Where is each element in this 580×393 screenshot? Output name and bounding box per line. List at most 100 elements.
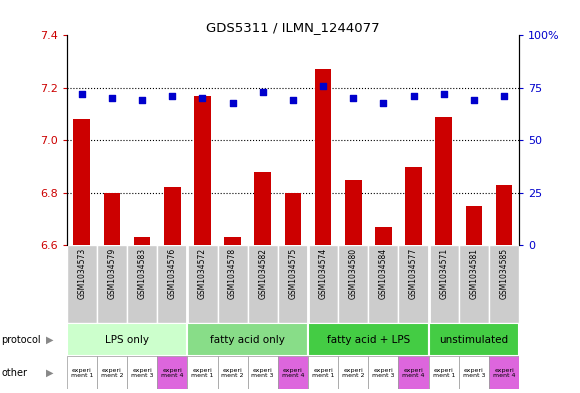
Text: GSM1034580: GSM1034580 xyxy=(349,248,358,299)
Text: experi
ment 1: experi ment 1 xyxy=(433,367,455,378)
Text: GSM1034582: GSM1034582 xyxy=(258,248,267,299)
Text: experi
ment 4: experi ment 4 xyxy=(282,367,304,378)
Bar xyxy=(405,167,422,245)
FancyBboxPatch shape xyxy=(67,245,97,323)
Bar xyxy=(255,172,271,245)
Point xyxy=(228,99,237,106)
Text: LPS only: LPS only xyxy=(105,334,149,345)
Bar xyxy=(224,237,241,245)
Point xyxy=(379,99,388,106)
Bar xyxy=(496,185,512,245)
FancyBboxPatch shape xyxy=(127,356,157,389)
Text: experi
ment 4: experi ment 4 xyxy=(493,367,515,378)
Point xyxy=(469,97,478,104)
Text: GSM1034584: GSM1034584 xyxy=(379,248,388,299)
FancyBboxPatch shape xyxy=(67,356,97,389)
FancyBboxPatch shape xyxy=(187,323,308,356)
Text: experi
ment 4: experi ment 4 xyxy=(161,367,183,378)
FancyBboxPatch shape xyxy=(308,323,429,356)
FancyBboxPatch shape xyxy=(187,356,218,389)
FancyBboxPatch shape xyxy=(248,245,278,323)
FancyBboxPatch shape xyxy=(398,356,429,389)
FancyBboxPatch shape xyxy=(218,245,248,323)
Text: protocol: protocol xyxy=(1,334,41,345)
Text: experi
ment 4: experi ment 4 xyxy=(403,367,425,378)
Text: GSM1034579: GSM1034579 xyxy=(107,248,117,299)
FancyBboxPatch shape xyxy=(459,245,489,323)
Text: GSM1034581: GSM1034581 xyxy=(469,248,478,299)
FancyBboxPatch shape xyxy=(218,356,248,389)
Bar xyxy=(164,187,180,245)
FancyBboxPatch shape xyxy=(429,323,519,356)
FancyBboxPatch shape xyxy=(489,356,519,389)
Text: GSM1034575: GSM1034575 xyxy=(288,248,298,299)
Point xyxy=(318,83,328,89)
Text: GSM1034576: GSM1034576 xyxy=(168,248,177,299)
Title: GDS5311 / ILMN_1244077: GDS5311 / ILMN_1244077 xyxy=(206,21,380,34)
FancyBboxPatch shape xyxy=(278,245,308,323)
Text: ▶: ▶ xyxy=(46,367,53,378)
FancyBboxPatch shape xyxy=(97,356,127,389)
FancyBboxPatch shape xyxy=(308,245,338,323)
Point xyxy=(499,93,509,99)
Point xyxy=(349,95,358,101)
Text: GSM1034577: GSM1034577 xyxy=(409,248,418,299)
Bar xyxy=(345,180,361,245)
FancyBboxPatch shape xyxy=(157,245,187,323)
FancyBboxPatch shape xyxy=(308,356,338,389)
Text: experi
ment 3: experi ment 3 xyxy=(372,367,394,378)
Bar xyxy=(315,70,331,245)
FancyBboxPatch shape xyxy=(429,356,459,389)
Text: fatty acid + LPS: fatty acid + LPS xyxy=(327,334,410,345)
Text: fatty acid only: fatty acid only xyxy=(210,334,285,345)
FancyBboxPatch shape xyxy=(489,245,519,323)
FancyBboxPatch shape xyxy=(368,356,398,389)
Text: experi
ment 2: experi ment 2 xyxy=(222,367,244,378)
Text: unstimulated: unstimulated xyxy=(439,334,509,345)
Bar xyxy=(104,193,120,245)
Bar xyxy=(134,237,150,245)
Bar xyxy=(436,117,452,245)
FancyBboxPatch shape xyxy=(278,356,308,389)
Text: ▶: ▶ xyxy=(46,334,53,345)
FancyBboxPatch shape xyxy=(338,356,368,389)
Point xyxy=(409,93,418,99)
Text: GSM1034574: GSM1034574 xyxy=(318,248,328,299)
Point xyxy=(439,91,448,97)
Point xyxy=(107,95,117,101)
Point xyxy=(288,97,298,104)
Text: experi
ment 1: experi ment 1 xyxy=(191,367,213,378)
Text: GSM1034573: GSM1034573 xyxy=(77,248,86,299)
Text: GSM1034585: GSM1034585 xyxy=(499,248,509,299)
Point xyxy=(198,95,207,101)
FancyBboxPatch shape xyxy=(67,323,187,356)
FancyBboxPatch shape xyxy=(429,245,459,323)
Text: GSM1034572: GSM1034572 xyxy=(198,248,207,299)
FancyBboxPatch shape xyxy=(157,356,187,389)
Bar xyxy=(194,95,211,245)
Text: GSM1034583: GSM1034583 xyxy=(137,248,147,299)
Text: experi
ment 3: experi ment 3 xyxy=(463,367,485,378)
FancyBboxPatch shape xyxy=(338,245,368,323)
Bar xyxy=(375,227,392,245)
FancyBboxPatch shape xyxy=(459,356,489,389)
Bar xyxy=(285,193,301,245)
FancyBboxPatch shape xyxy=(248,356,278,389)
Text: experi
ment 1: experi ment 1 xyxy=(312,367,334,378)
FancyBboxPatch shape xyxy=(127,245,157,323)
Text: experi
ment 3: experi ment 3 xyxy=(252,367,274,378)
Point xyxy=(258,89,267,95)
Text: GSM1034571: GSM1034571 xyxy=(439,248,448,299)
Point xyxy=(137,97,147,104)
Bar xyxy=(74,119,90,245)
Point xyxy=(168,93,177,99)
Text: experi
ment 2: experi ment 2 xyxy=(342,367,364,378)
Text: experi
ment 1: experi ment 1 xyxy=(71,367,93,378)
Bar xyxy=(466,206,482,245)
Text: GSM1034578: GSM1034578 xyxy=(228,248,237,299)
Text: experi
ment 2: experi ment 2 xyxy=(101,367,123,378)
FancyBboxPatch shape xyxy=(368,245,398,323)
FancyBboxPatch shape xyxy=(398,245,429,323)
FancyBboxPatch shape xyxy=(187,245,218,323)
Text: other: other xyxy=(1,367,27,378)
